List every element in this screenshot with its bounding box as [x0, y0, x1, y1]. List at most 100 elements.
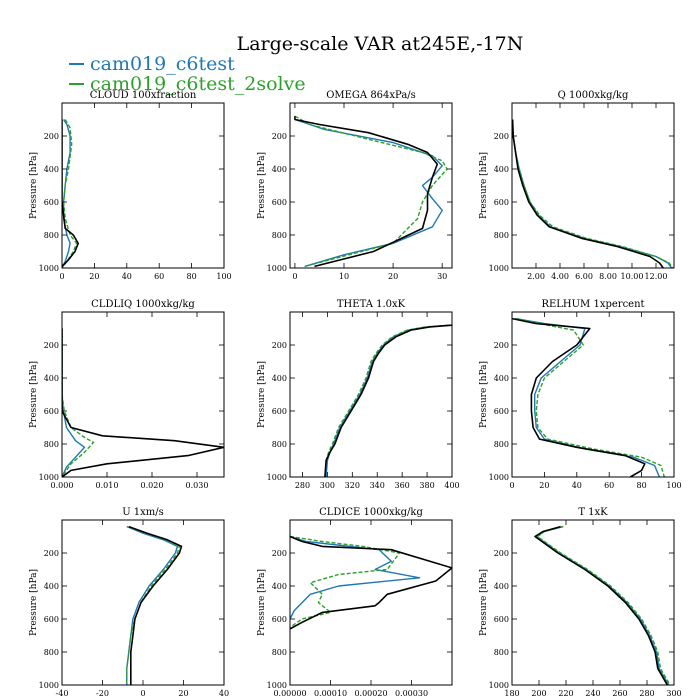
- x-tick-label: 4.00: [551, 272, 569, 281]
- y-tick-label: 1000: [39, 264, 59, 273]
- x-tick-label: 0: [292, 272, 297, 281]
- legend-label-blue: cam019_c6test: [90, 53, 235, 75]
- y-tick-label: 400: [44, 582, 59, 591]
- y-tick-label: 800: [272, 231, 287, 240]
- y-tick-label: 200: [272, 341, 287, 350]
- plot-frame: [61, 519, 225, 686]
- x-tick-label: 60: [604, 481, 614, 490]
- x-tick-label: 380: [419, 481, 434, 490]
- panel-title: CLDLIQ 1000xkg/kg: [91, 299, 195, 310]
- y-axis-label: Pressure [hPa]: [257, 569, 267, 636]
- series-line-blue: [62, 119, 71, 268]
- x-tick-label: 0.000: [51, 481, 74, 490]
- legend-label-green: cam019_c6test_2solve: [90, 73, 306, 95]
- x-tick-label: 20: [178, 689, 188, 698]
- x-tick-label: 20: [388, 272, 398, 281]
- series-line-blue: [290, 535, 421, 620]
- x-tick-label: 8.00: [599, 272, 617, 281]
- series-line-blue: [294, 118, 443, 268]
- x-tick-label: 60: [154, 272, 164, 281]
- series-line-green: [126, 525, 181, 685]
- series-line-blue: [325, 324, 450, 477]
- panel-7: CLDICE 1000xkg/kg Pressure [hPa] 0.00000 0.…: [257, 507, 453, 698]
- y-tick-label: 600: [44, 615, 59, 624]
- panel-title: RELHUM 1xpercent: [541, 299, 644, 310]
- panel-4: THETA 1.0xK Pressure [hPa] 280 300 320 340 360…: [257, 299, 460, 490]
- figure-title: Large-scale VAR at245E,-17N: [237, 33, 524, 55]
- x-tick-label: 100: [666, 481, 681, 490]
- x-tick-label: 20: [539, 481, 549, 490]
- y-tick-label: 800: [494, 440, 509, 449]
- series-line-blue: [126, 525, 179, 685]
- y-tick-label: 400: [44, 374, 59, 383]
- y-tick-label: 1000: [489, 681, 509, 690]
- y-tick-label: 800: [44, 231, 59, 240]
- x-tick-label: 280: [639, 689, 654, 698]
- y-tick-label: 600: [494, 615, 509, 624]
- y-axis-label: Pressure [hPa]: [29, 361, 39, 428]
- x-tick-label: 0.020: [141, 481, 164, 490]
- x-tick-label: 0.00010: [314, 689, 347, 698]
- series-line-green: [512, 119, 674, 268]
- y-tick-label: 600: [494, 407, 509, 416]
- x-tick-label: 260: [612, 689, 627, 698]
- panel-title: U 1xm/s: [122, 507, 164, 518]
- y-axis-label: Pressure [hPa]: [257, 361, 267, 428]
- x-tick-label: 280: [295, 481, 310, 490]
- y-tick-label: 400: [494, 165, 509, 174]
- x-tick-label: 0.030: [186, 481, 209, 490]
- panel-title: CLDICE 1000xkg/kg: [319, 507, 423, 518]
- y-tick-label: 200: [494, 132, 509, 141]
- legend: cam019_c6test cam019_c6test_2solve: [69, 53, 306, 95]
- y-tick-label: 800: [272, 648, 287, 657]
- series-line-black: [534, 525, 668, 685]
- y-tick-label: 600: [494, 198, 509, 207]
- x-tick-label: 240: [585, 689, 600, 698]
- y-tick-label: 200: [494, 549, 509, 558]
- series-line-black: [294, 116, 439, 268]
- plot-frame: [511, 311, 675, 478]
- y-tick-label: 1000: [267, 264, 287, 273]
- x-tick-label: 0.010: [96, 481, 119, 490]
- plot-frame: [61, 311, 225, 478]
- series-line-green: [62, 119, 78, 268]
- y-tick-label: 400: [272, 165, 287, 174]
- x-tick-label: 10.00: [621, 272, 644, 281]
- series-line-green: [290, 535, 401, 628]
- x-tick-label: 40: [219, 689, 229, 698]
- x-tick-label: -20: [96, 689, 109, 698]
- series-line-green: [324, 324, 450, 477]
- y-tick-label: 800: [44, 440, 59, 449]
- panel-1: OMEGA 864xPa/s Pressure [hPa] 0 10 20 30 200 40…: [257, 90, 453, 281]
- plot-frame: [511, 102, 675, 269]
- plot-frame: [61, 102, 225, 269]
- panel-title: T 1xK: [578, 507, 608, 518]
- series-line-black: [62, 119, 79, 267]
- panel-2: Q 1000xkg/kg Pressure [hPa] 2.00 4.00 6.00 8.…: [479, 90, 675, 281]
- y-axis-label: Pressure [hPa]: [29, 569, 39, 636]
- y-tick-label: 600: [272, 198, 287, 207]
- panel-title: OMEGA 864xPa/s: [326, 90, 416, 101]
- series-line-blue: [515, 317, 661, 477]
- plot-frame: [289, 311, 453, 478]
- y-tick-label: 600: [272, 407, 287, 416]
- x-tick-label: 80: [637, 481, 647, 490]
- x-tick-label: 0: [59, 272, 64, 281]
- x-tick-label: 40: [572, 481, 582, 490]
- x-tick-label: 400: [444, 481, 459, 490]
- series-line-black: [512, 317, 646, 477]
- y-tick-label: 400: [272, 582, 287, 591]
- y-tick-label: 200: [272, 132, 287, 141]
- x-tick-label: 320: [345, 481, 360, 490]
- x-tick-label: 180: [504, 689, 519, 698]
- x-tick-label: 200: [531, 689, 546, 698]
- y-tick-label: 1000: [39, 473, 59, 482]
- y-tick-label: 1000: [489, 264, 509, 273]
- panel-title: CLOUD 100xfraction: [90, 90, 197, 101]
- x-tick-label: 2.00: [527, 272, 545, 281]
- y-axis-label: Pressure [hPa]: [257, 152, 267, 219]
- x-tick-label: 0: [140, 689, 145, 698]
- x-tick-label: 80: [187, 272, 197, 281]
- y-tick-label: 200: [44, 132, 59, 141]
- panel-3: CLDLIQ 1000xkg/kg Pressure [hPa] 0.000 0.01…: [29, 299, 225, 490]
